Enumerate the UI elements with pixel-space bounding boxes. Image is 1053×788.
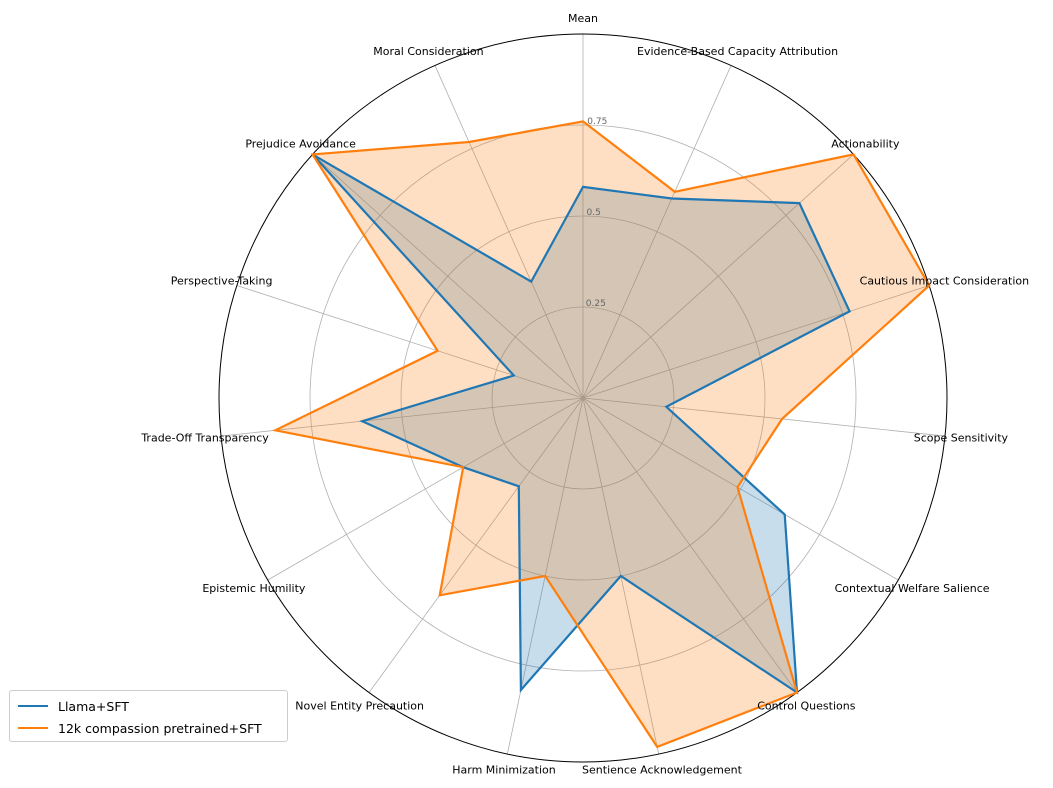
axis-label: Scope Sensitivity — [914, 432, 1009, 445]
axis-label: Cautious Impact Consideration — [860, 275, 1030, 288]
radial-tick-label: 0.5 — [587, 208, 601, 218]
axis-label: Mean — [568, 12, 598, 25]
axis-label: Moral Consideration — [373, 45, 483, 58]
legend-item-series-1: 12k compassion pretrained+SFT — [10, 718, 262, 738]
series-0-fill — [312, 154, 850, 693]
axis-spoke — [582, 154, 854, 399]
axis-label: Epistemic Humility — [202, 582, 306, 595]
legend-label-series-0: Llama+SFT — [58, 698, 129, 714]
axis-label: Novel Entity Precaution — [295, 699, 424, 712]
axis-spoke — [236, 285, 584, 399]
radial-tick-labels: 0.25 0.5 0.75 — [586, 117, 608, 309]
legend-item-series-0: Llama+SFT — [10, 696, 129, 716]
axis-spoke — [434, 65, 584, 399]
outer-circle — [218, 33, 948, 763]
axis-label: Trade-Off Transparency — [140, 432, 269, 445]
axis-label: Actionability — [831, 138, 900, 151]
legend-swatch-series-0 — [18, 705, 48, 707]
axis-spoke — [582, 397, 946, 437]
axis-spoke — [267, 397, 584, 581]
axis-labels: Mean Evidence-Based Capacity Attribution A… — [140, 12, 1029, 777]
radial-tick-label: 0.25 — [586, 299, 606, 309]
legend-swatch-series-1 — [18, 727, 48, 729]
legend: Llama+SFT 12k compassion pretrained+SFT — [9, 690, 288, 742]
axis-label: Prejudice Avoidance — [245, 138, 356, 151]
radar-series — [271, 120, 931, 749]
axis-label: Sentience Acknowledgement — [582, 764, 743, 777]
axis-spoke — [312, 154, 584, 399]
legend-label-series-1: 12k compassion pretrained+SFT — [58, 720, 262, 736]
axis-label: Contextual Welfare Salience — [835, 582, 990, 595]
axis-label: Evidence-Based Capacity Attribution — [637, 45, 838, 58]
axis-spoke — [582, 397, 899, 581]
series-1-fill — [275, 121, 930, 747]
axis-spoke — [368, 397, 584, 693]
axis-spoke — [220, 397, 584, 437]
axis-spoke — [582, 285, 930, 399]
series-1-line — [271, 120, 931, 749]
axis-label: Control Questions — [757, 699, 855, 712]
axis-label: Perspective-Taking — [171, 275, 273, 288]
series-0-line — [311, 153, 852, 695]
axis-spoke — [582, 65, 732, 399]
axis-spoke — [582, 397, 798, 693]
axis-label: Harm Minimization — [452, 764, 556, 777]
radial-tick-label: 0.75 — [587, 117, 607, 127]
